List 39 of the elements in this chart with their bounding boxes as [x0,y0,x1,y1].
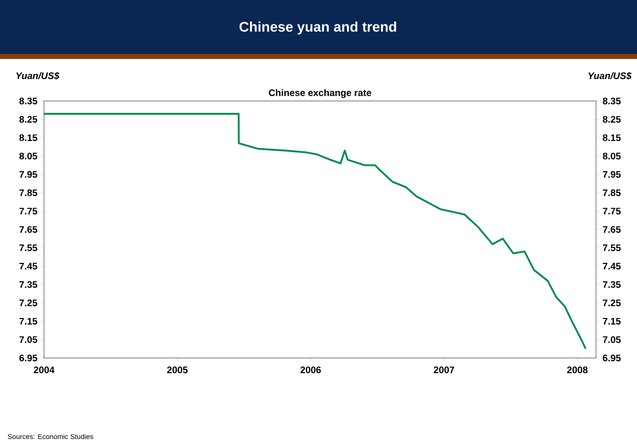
y-tick-label: 8.35 [19,98,38,104]
y2-tick-label: 8.05 [602,152,621,160]
y2-tick-label: 8.35 [602,98,621,104]
y-tick-label: 8.05 [19,152,38,160]
y-tick-label: 7.75 [19,208,38,214]
x-tick-label: 2008 [567,366,588,374]
y-tick-label: 7.35 [19,281,38,288]
y2-tick-label: 7.55 [602,244,621,252]
y-tick-label: 7.95 [19,171,38,178]
y2-tick-label: 6.95 [602,354,621,362]
y2-tick-label: 7.05 [602,336,621,343]
chart-subtitle: Chinese exchange rate [268,89,372,98]
y2-tick-label: 8.15 [602,134,621,142]
y-tick-label: 8.25 [19,116,38,123]
y-axis-title: Yuan/US$ [16,72,60,80]
x-tick-label: 2004 [34,366,54,374]
y-tick-label: 6.95 [19,354,38,362]
y-tick-label: 7.25 [19,300,38,306]
x-tick-label: 2006 [300,366,321,374]
y-tick-label: 7.05 [19,336,38,343]
x-tick-label: 2005 [167,366,188,374]
y2-tick-label: 7.15 [602,318,621,325]
y-tick-label: 7.65 [19,226,38,233]
y2-tick-label: 7.45 [602,262,621,270]
y2-tick-label: 7.25 [602,300,621,306]
y-tick-label: 8.15 [19,134,38,142]
y-tick-label: 7.15 [19,318,38,325]
y2-tick-label: 7.85 [602,189,621,196]
y-tick-label: 7.55 [19,244,38,252]
x-tick-label: 2007 [434,366,454,374]
y-tick-label: 7.85 [19,189,38,196]
y2-tick-label: 7.75 [602,208,621,214]
y-tick-label: 7.45 [19,262,38,270]
y2-axis-title: Yuan/US$ [588,72,632,80]
y2-tick-label: 7.35 [602,281,621,288]
y2-tick-label: 7.95 [602,171,621,178]
y2-tick-label: 7.65 [602,226,621,233]
y2-tick-label: 8.25 [602,116,621,123]
chart-title: Chinese yuan and trend [240,21,396,34]
